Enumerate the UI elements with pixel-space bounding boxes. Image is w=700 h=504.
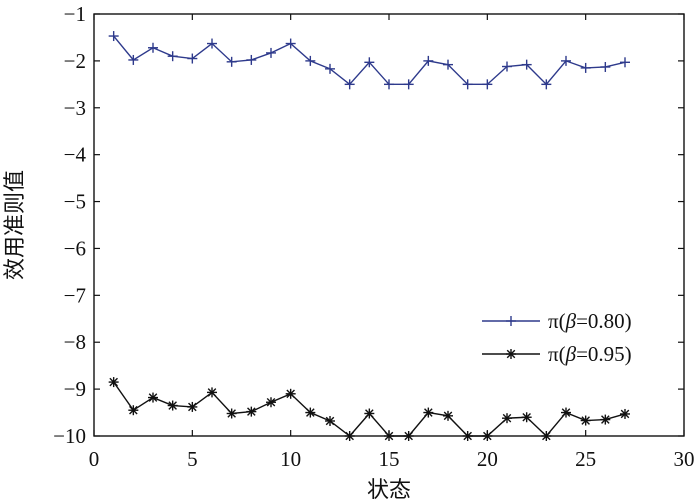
series-1	[108, 31, 630, 90]
data-point	[285, 38, 296, 49]
data-point	[266, 397, 276, 408]
y-tick-label: −6	[64, 236, 86, 260]
data-point	[443, 59, 453, 70]
y-tick-label: −2	[64, 49, 86, 73]
data-point	[482, 431, 493, 441]
data-point	[364, 57, 375, 68]
data-point	[580, 415, 591, 426]
data-point	[108, 31, 119, 42]
data-point	[148, 42, 158, 53]
data-point	[502, 413, 512, 424]
legend-label: π(β=0.80)	[548, 309, 632, 333]
legend-label: π(β=0.95)	[548, 342, 632, 366]
data-point	[541, 431, 552, 441]
axis-ticks: 0 5 10 15 20 25 30 −10 −9 −8 −7 −6 −5 −4 −3 −2 −1	[53, 2, 694, 471]
data-point	[305, 407, 316, 418]
legend-marker	[506, 349, 516, 359]
data-point	[521, 59, 532, 70]
data-point	[305, 55, 316, 66]
data-point	[246, 54, 257, 65]
data-point	[423, 407, 434, 418]
data-point	[423, 55, 434, 66]
x-tick-label: 30	[674, 447, 695, 471]
x-tick-label: 15	[379, 447, 400, 471]
y-tick-label: −8	[64, 330, 86, 354]
data-point	[443, 410, 453, 421]
data-point	[384, 431, 394, 441]
data-point	[541, 79, 552, 90]
y-tick-label: −5	[64, 190, 86, 214]
data-point	[207, 387, 217, 398]
data-point	[600, 61, 611, 72]
plot-area	[93, 13, 685, 437]
legend: π(β=0.80) π(β=0.95)	[470, 298, 670, 372]
data-point	[325, 63, 335, 74]
data-point	[226, 408, 237, 419]
data-point	[344, 431, 355, 441]
data-point	[600, 414, 611, 425]
series-layer	[108, 31, 630, 441]
y-tick-label: −1	[64, 2, 86, 26]
x-axis-title: 状态	[367, 478, 411, 503]
y-tick-label: −3	[64, 96, 86, 120]
data-point	[462, 431, 473, 441]
data-point	[502, 61, 512, 72]
x-tick-label: 0	[89, 447, 100, 471]
x-tick-label: 25	[575, 447, 596, 471]
y-tick-label: −10	[53, 424, 86, 448]
data-point	[482, 79, 493, 90]
legend-marker	[506, 316, 516, 326]
y-tick-label: −9	[64, 377, 86, 401]
data-point	[344, 79, 355, 90]
data-point	[561, 407, 571, 418]
data-point	[384, 79, 394, 90]
legend-entry-1: π(β=0.80)	[482, 309, 632, 333]
data-point	[187, 401, 198, 412]
data-point	[128, 405, 139, 416]
data-point	[167, 400, 178, 411]
data-point	[620, 57, 630, 68]
data-point	[128, 54, 139, 65]
data-point	[620, 408, 630, 419]
data-point	[266, 47, 276, 58]
legend-entry-2: π(β=0.95)	[482, 342, 632, 366]
data-point	[246, 406, 257, 417]
y-tick-label: −7	[64, 283, 86, 307]
data-point	[187, 53, 198, 64]
data-point	[403, 431, 414, 441]
series-2	[108, 377, 630, 441]
data-point	[521, 412, 532, 423]
data-point	[364, 408, 375, 419]
data-point	[226, 56, 237, 67]
data-point	[108, 377, 119, 388]
data-point	[403, 79, 414, 90]
data-point	[285, 388, 296, 399]
x-tick-label: 20	[477, 447, 498, 471]
data-point	[561, 55, 571, 66]
data-point	[580, 62, 591, 73]
y-tick-label: −4	[64, 143, 87, 167]
data-point	[148, 392, 158, 403]
y-axis-title: 效用准则值	[3, 170, 28, 280]
data-point	[167, 51, 178, 62]
data-point	[325, 415, 335, 426]
x-tick-label: 10	[280, 447, 301, 471]
x-tick-label: 5	[187, 447, 198, 471]
data-point	[462, 79, 473, 90]
data-point	[207, 38, 217, 49]
legend-box	[470, 298, 670, 372]
